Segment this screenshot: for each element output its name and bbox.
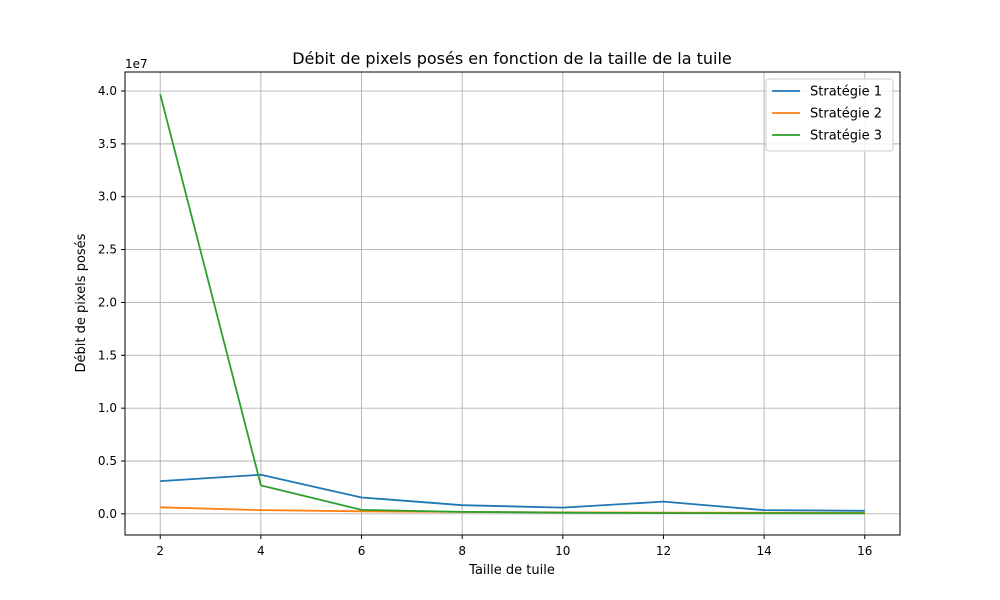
x-axis-label: Taille de tuile xyxy=(468,563,555,578)
legend-box xyxy=(765,78,894,152)
y-tick-label: 3.5 xyxy=(98,137,117,151)
x-tick-label: 16 xyxy=(857,544,872,558)
series-line-1 xyxy=(160,473,865,512)
y-tick-label: 2.0 xyxy=(98,295,117,309)
y-tick-label: 1.0 xyxy=(98,401,117,415)
y-tick-label: 0.5 xyxy=(98,454,117,468)
chart-title: Débit de pixels posés en fonction de la … xyxy=(292,49,732,68)
y-axis-label: Débit de pixels posés xyxy=(74,233,89,372)
y-axis-offset-label: 1e7 xyxy=(125,57,148,71)
x-tick-label: 6 xyxy=(358,544,366,558)
series-line-3 xyxy=(159,93,865,515)
legend-label-3: Stratégie 3 xyxy=(810,129,882,144)
y-tick-label: 4.0 xyxy=(98,84,117,98)
y-tick-label: 3.0 xyxy=(98,190,117,204)
axes: 2 4 6 8 10 12 14 16 0.0 0.5 1.0 1.5 2.0 2.5 3.0 3.5 4.0 xyxy=(98,71,901,558)
y-tick-label: 0.0 xyxy=(98,507,117,521)
x-tick-label: 4 xyxy=(257,544,265,558)
legend: Stratégie 1 Stratégie 2 Stratégie 3 xyxy=(765,78,894,152)
grid xyxy=(125,72,900,535)
plot-frame xyxy=(124,71,901,536)
x-tick-label: 10 xyxy=(555,544,570,558)
x-tick-label: 2 xyxy=(156,544,164,558)
y-tick-label: 2.5 xyxy=(98,243,117,257)
x-tick-label: 14 xyxy=(756,544,771,558)
y-tick-label: 1.5 xyxy=(98,348,117,362)
x-tick-label: 8 xyxy=(458,544,466,558)
series-lines xyxy=(159,93,865,515)
legend-label-1: Stratégie 1 xyxy=(810,85,882,100)
x-tick-label: 12 xyxy=(656,544,671,558)
legend-label-2: Stratégie 2 xyxy=(810,107,882,122)
